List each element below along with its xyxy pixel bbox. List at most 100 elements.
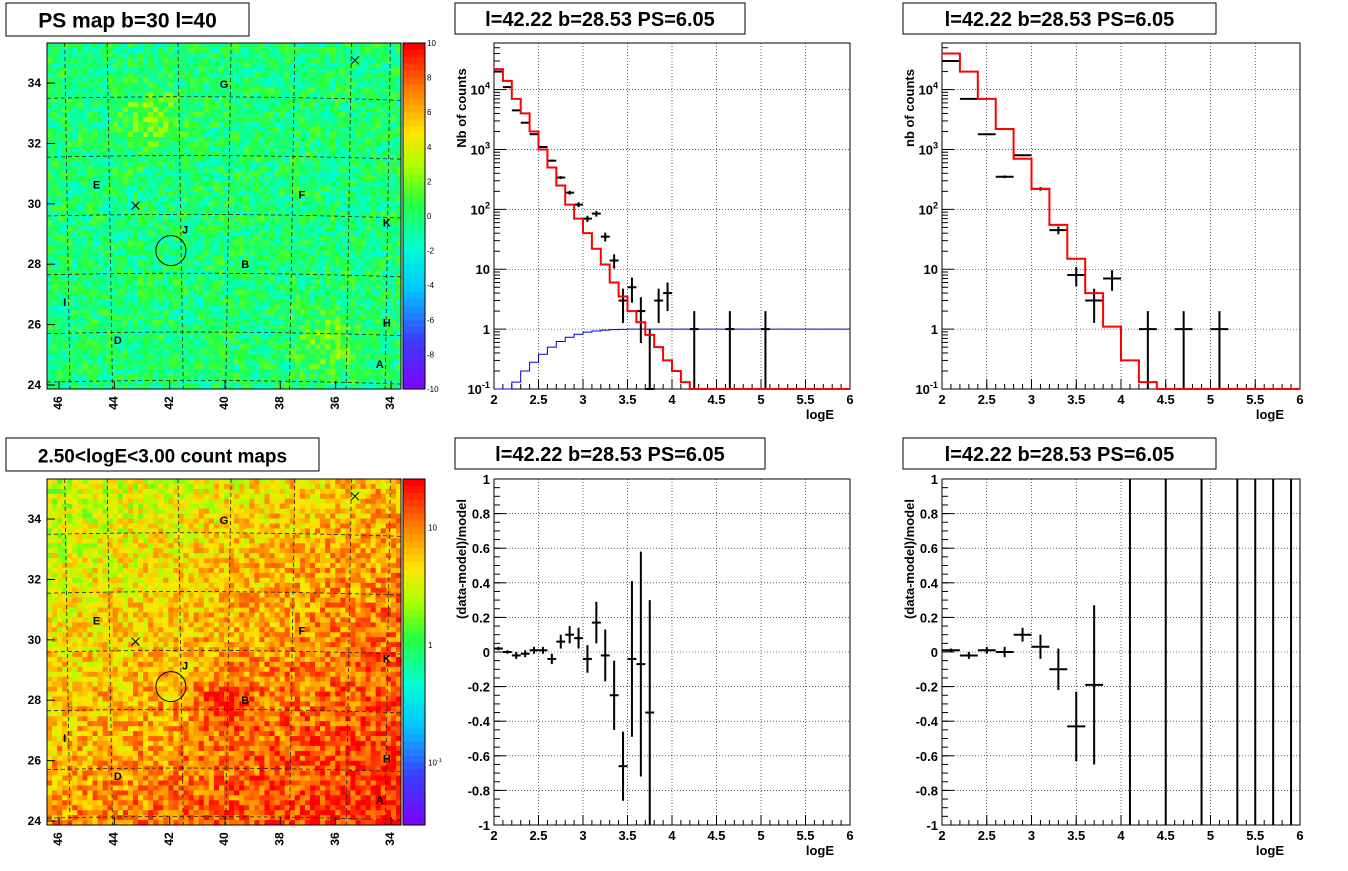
- heatmap-cell: [370, 285, 377, 291]
- heatmap-cell: [345, 329, 351, 336]
- heatmap-cell: [325, 57, 331, 64]
- heatmap-cell: [122, 334, 129, 340]
- heatmap-cell: [97, 186, 104, 192]
- heatmap-cell: [138, 201, 144, 207]
- heatmap-cell: [259, 151, 265, 158]
- heatmap-cell: [360, 334, 366, 340]
- heatmap-cell: [304, 196, 311, 202]
- heatmap-cell: [102, 270, 109, 276]
- heatmap-cell: [72, 285, 78, 291]
- heatmap-cell: [294, 171, 301, 177]
- heatmap-cell: [284, 161, 291, 167]
- heatmap-cell: [304, 270, 311, 276]
- heatmap-cell: [279, 107, 286, 113]
- heatmap-cell: [340, 290, 346, 296]
- heatmap-cell: [395, 211, 402, 217]
- heatmap-cell: [47, 245, 53, 251]
- heatmap-cell: [213, 339, 220, 345]
- heatmap-cell: [47, 334, 53, 340]
- heatmap-cell: [350, 314, 356, 321]
- heatmap-cell: [107, 334, 114, 340]
- heatmap-cell: [269, 186, 275, 192]
- heatmap-cell: [254, 77, 260, 83]
- heatmap-cell: [193, 131, 200, 138]
- heatmap-cell: [173, 339, 179, 345]
- heatmap-cell: [77, 354, 83, 360]
- heatmap-cell: [244, 77, 250, 83]
- heatmap-cell: [127, 309, 134, 316]
- heatmap-cell: [320, 206, 326, 212]
- heatmap-cell: [390, 364, 397, 370]
- heatmap-cell: [279, 314, 286, 321]
- heatmap-cell: [345, 270, 351, 276]
- heatmap-cell: [183, 216, 189, 222]
- heatmap-cell: [112, 285, 119, 291]
- heatmap-cell: [249, 369, 255, 375]
- heatmap-cell: [62, 230, 68, 237]
- heatmap-cell: [340, 43, 346, 49]
- heatmap-cell: [395, 309, 402, 316]
- heatmap-cell: [244, 87, 250, 93]
- heatmap-cell: [304, 245, 311, 251]
- heatmap-cell: [168, 136, 174, 143]
- heatmap-cell: [138, 171, 144, 177]
- heatmap-cell: [218, 122, 225, 128]
- heatmap-cell: [229, 47, 235, 54]
- heatmap-cell: [289, 112, 296, 118]
- heatmap-cell: [385, 280, 392, 286]
- heatmap-cell: [47, 181, 53, 187]
- heatmap-cell: [365, 181, 372, 187]
- heatmap-cell: [168, 102, 174, 108]
- heatmap-cell: [325, 245, 331, 251]
- heatmap-cell: [249, 72, 255, 78]
- heatmap-cell: [87, 290, 93, 296]
- heatmap-cell: [127, 265, 134, 271]
- heatmap-cell: [107, 62, 114, 69]
- heatmap-cell: [350, 77, 356, 83]
- source-label-G: G: [220, 79, 229, 91]
- color-bar-cell: [403, 195, 425, 203]
- heatmap-cell: [380, 220, 387, 227]
- heatmap-cell: [299, 384, 306, 390]
- heatmap-cell: [289, 87, 296, 93]
- heatmap-cell: [132, 359, 139, 365]
- heatmap-cell: [213, 57, 220, 64]
- heatmap-cell: [188, 191, 195, 197]
- heatmap-cell: [294, 62, 301, 69]
- heatmap-cell: [380, 176, 387, 182]
- heatmap-cell: [345, 339, 351, 345]
- heatmap-cell: [249, 344, 255, 350]
- heatmap-cell: [62, 206, 68, 212]
- heatmap-cell: [163, 97, 169, 103]
- heatmap-cell: [47, 141, 53, 148]
- heatmap-cell: [239, 201, 245, 207]
- heatmap-cell: [309, 339, 316, 345]
- heatmap-cell: [229, 43, 235, 49]
- heatmap-cell: [254, 304, 260, 311]
- heatmap-cell: [67, 300, 73, 306]
- heatmap-cell: [375, 225, 382, 232]
- heatmap-cell: [340, 344, 346, 350]
- heatmap-cell: [107, 67, 114, 74]
- heatmap-cell: [158, 384, 164, 390]
- heatmap-cell: [138, 206, 144, 212]
- heatmap-cell: [304, 77, 311, 83]
- heatmap-cell: [82, 354, 88, 360]
- heatmap-cell: [208, 112, 215, 118]
- heatmap-cell: [289, 304, 296, 311]
- color-bar-cell: [403, 160, 425, 169]
- heatmap-cell: [385, 319, 392, 326]
- heatmap-cell: [193, 196, 200, 202]
- heatmap-cell: [173, 62, 179, 69]
- heatmap-cell: [330, 112, 336, 118]
- heatmap-cell: [203, 255, 210, 261]
- heatmap-cell: [143, 369, 149, 375]
- heatmap-cell: [107, 92, 114, 98]
- heatmap-cell: [304, 304, 311, 311]
- heatmap-cell: [158, 171, 164, 177]
- heatmap-cell: [148, 225, 154, 232]
- heatmap-cell: [239, 196, 245, 202]
- heatmap-cell: [188, 275, 195, 281]
- heatmap-cell: [168, 107, 174, 113]
- heatmap-cell: [259, 255, 265, 261]
